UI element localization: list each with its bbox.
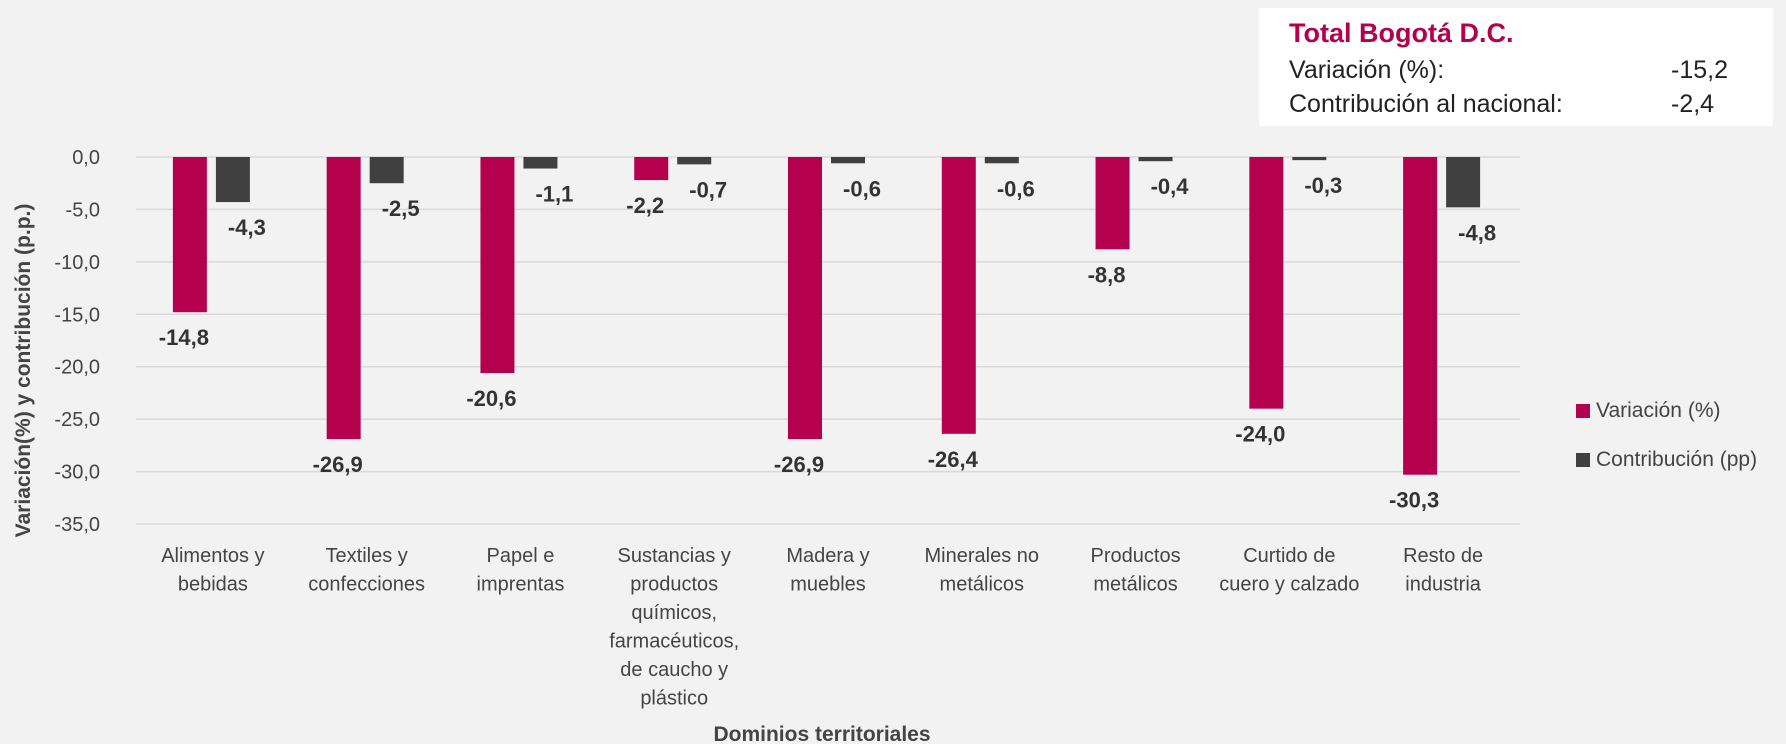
contribution-bar — [677, 157, 712, 165]
variation-bar — [1095, 157, 1130, 250]
x-tick-label: Productos — [1091, 545, 1181, 567]
x-tick-label: Alimentos y — [161, 545, 264, 567]
variation-bar — [480, 157, 515, 374]
legend-item-variation: Variación (%) — [1576, 386, 1757, 435]
variation-data-label: -26,9 — [313, 452, 363, 477]
contribution-bar — [1292, 157, 1327, 161]
contribution-data-label: -4,8 — [1458, 220, 1496, 245]
x-tick-label: confecciones — [308, 574, 425, 596]
x-tick-label: plástico — [640, 688, 708, 710]
x-tick-label: químicos, — [631, 602, 717, 624]
contribution-data-label: -0,3 — [1304, 173, 1342, 198]
variation-bar — [788, 157, 822, 440]
summary-variation-value: -15,2 — [1671, 56, 1728, 84]
x-tick-label: Papel e — [487, 545, 555, 567]
chart-legend: Variación (%) Contribución (pp) — [1576, 386, 1757, 484]
x-tick-label: Curtido de — [1243, 545, 1335, 567]
contribution-bar — [369, 157, 404, 184]
contribution-bar — [523, 157, 558, 169]
x-tick-label: farmacéuticos, — [609, 631, 739, 653]
variation-data-label: -20,6 — [466, 386, 516, 411]
variation-data-label: -26,4 — [928, 447, 979, 472]
y-tick-label: -35,0 — [54, 514, 100, 536]
y-tick-label: 0,0 — [72, 147, 100, 169]
x-tick-label: imprentas — [477, 574, 565, 596]
variation-data-label: -30,3 — [1389, 488, 1439, 513]
x-tick-label: industria — [1405, 574, 1481, 596]
x-tick-label: metálicos — [940, 574, 1024, 596]
variation-data-label: -26,9 — [774, 452, 824, 477]
variation-bar — [941, 157, 976, 434]
contribution-bar — [984, 157, 1019, 164]
contribution-data-label: -0,6 — [997, 176, 1035, 201]
x-tick-label: Minerales no — [925, 545, 1040, 567]
variation-data-label: -8,8 — [1088, 262, 1126, 287]
variation-bar — [326, 157, 361, 440]
legend-label-variation: Variación (%) — [1596, 398, 1721, 422]
summary-title: Total Bogotá D.C. — [1289, 18, 1514, 48]
x-tick-label: productos — [630, 574, 718, 596]
variation-data-label: -24,0 — [1235, 422, 1285, 447]
contribution-bar — [1138, 157, 1173, 162]
contribution-data-label: -0,6 — [843, 176, 881, 201]
legend-swatch-variation — [1576, 403, 1590, 418]
x-tick-label: muebles — [790, 574, 866, 596]
x-tick-label: Resto de — [1403, 545, 1483, 567]
y-tick-label: -20,0 — [54, 357, 100, 379]
variation-data-label: -2,2 — [626, 193, 664, 218]
x-tick-label: metálicos — [1093, 574, 1177, 596]
legend-swatch-contribution — [1576, 452, 1590, 467]
summary-variation-label: Variación (%): — [1289, 56, 1445, 84]
contribution-data-label: -0,4 — [1151, 174, 1190, 199]
x-axis-title: Dominios territoriales — [713, 723, 930, 744]
x-tick-label: cuero y calzado — [1219, 574, 1359, 596]
contribution-bar — [831, 157, 865, 164]
contribution-data-label: -1,1 — [535, 182, 573, 207]
summary-box: Total Bogotá D.C. Variación (%): -15,2 C… — [1259, 8, 1773, 126]
y-tick-label: -10,0 — [54, 252, 100, 274]
legend-label-contribution: Contribución (pp) — [1596, 447, 1758, 471]
y-tick-label: -25,0 — [54, 409, 100, 431]
contribution-data-label: -0,7 — [689, 177, 727, 202]
summary-contribution-label: Contribución al nacional: — [1289, 90, 1563, 118]
y-axis-title: Variación(%) y contribución (p.p.) — [12, 204, 35, 538]
variation-data-label: -14,8 — [159, 325, 209, 350]
x-tick-label: Textiles y — [326, 545, 408, 567]
contribution-bar — [1446, 157, 1481, 208]
contribution-bar — [215, 157, 250, 203]
contribution-data-label: -4,3 — [228, 215, 266, 240]
variation-bar — [172, 157, 207, 313]
variation-bar — [1403, 157, 1438, 475]
y-tick-label: -5,0 — [66, 199, 100, 221]
y-tick-label: -30,0 — [54, 462, 100, 484]
x-tick-label: Sustancias y — [618, 545, 731, 567]
summary-contribution-value: -2,4 — [1671, 90, 1715, 118]
y-tick-label: -15,0 — [54, 304, 100, 326]
variation-bar — [1249, 157, 1284, 409]
contribution-data-label: -2,5 — [382, 196, 420, 221]
x-tick-label: Madera y — [786, 545, 869, 567]
x-tick-label: bebidas — [178, 574, 248, 596]
variation-bar — [634, 157, 669, 181]
legend-item-contribution: Contribución (pp) — [1576, 435, 1757, 484]
x-tick-label: de caucho y — [620, 659, 728, 681]
